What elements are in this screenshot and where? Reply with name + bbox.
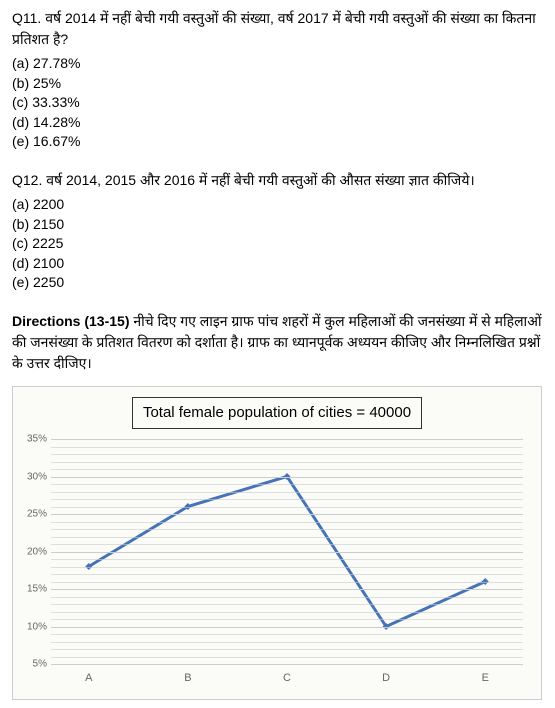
- y-axis-label: 20%: [21, 544, 47, 559]
- q12-option-a: (a) 2200: [12, 195, 543, 215]
- q11-option-c: (c) 33.33%: [12, 93, 543, 113]
- grid-line-minor: [51, 454, 523, 455]
- q11-option-d: (d) 14.28%: [12, 113, 543, 133]
- q12-option-d: (d) 2100: [12, 254, 543, 274]
- y-axis-label: 10%: [21, 619, 47, 634]
- q11-options: (a) 27.78% (b) 25% (c) 33.33% (d) 14.28%…: [12, 54, 543, 152]
- grid-line-minor: [51, 559, 523, 560]
- directions-13-15: Directions (13-15) नीचे दिए गए लाइन ग्रा…: [12, 311, 543, 374]
- y-axis-label: 30%: [21, 469, 47, 484]
- chart-title: Total female population of cities = 4000…: [132, 397, 422, 430]
- y-axis-label: 35%: [21, 432, 47, 447]
- q12-option-c: (c) 2225: [12, 234, 543, 254]
- grid-line-minor: [51, 619, 523, 620]
- q11-text: Q11. वर्ष 2014 में नहीं बेची गयी वस्तुओं…: [12, 8, 543, 50]
- x-axis-label: C: [283, 670, 291, 687]
- x-axis-label: E: [482, 670, 489, 687]
- grid-line-minor: [51, 492, 523, 493]
- x-axis-label: B: [184, 670, 191, 687]
- q11-option-b: (b) 25%: [12, 74, 543, 94]
- grid-line-minor: [51, 634, 523, 635]
- directions-prefix: Directions (13-15): [12, 313, 129, 329]
- chart-title-wrapper: Total female population of cities = 4000…: [21, 397, 533, 430]
- grid-line-minor: [51, 544, 523, 545]
- grid-line-minor: [51, 537, 523, 538]
- line-chart-container: Total female population of cities = 4000…: [12, 386, 542, 701]
- grid-line-minor: [51, 522, 523, 523]
- grid-line-minor: [51, 499, 523, 500]
- chart-x-axis: A B C D E: [51, 664, 523, 684]
- grid-line-major: [51, 627, 523, 628]
- grid-line-minor: [51, 462, 523, 463]
- chart-plot-area: 5%10%15%20%25%30%35%: [51, 439, 523, 664]
- grid-line-minor: [51, 649, 523, 650]
- q12-option-e: (e) 2250: [12, 273, 543, 293]
- grid-line-major: [51, 477, 523, 478]
- grid-line-minor: [51, 469, 523, 470]
- grid-line-minor: [51, 612, 523, 613]
- question-11: Q11. वर्ष 2014 में नहीं बेची गयी वस्तुओं…: [12, 8, 543, 152]
- q12-option-b: (b) 2150: [12, 215, 543, 235]
- grid-line-minor: [51, 604, 523, 605]
- grid-line-minor: [51, 507, 523, 508]
- grid-line-minor: [51, 597, 523, 598]
- x-axis-label: A: [85, 670, 92, 687]
- y-axis-label: 5%: [21, 657, 47, 672]
- grid-line-major: [51, 439, 523, 440]
- grid-line-minor: [51, 657, 523, 658]
- grid-line-minor: [51, 582, 523, 583]
- grid-line-minor: [51, 574, 523, 575]
- grid-line-minor: [51, 642, 523, 643]
- grid-line-major: [51, 552, 523, 553]
- grid-line-minor: [51, 484, 523, 485]
- grid-line-minor: [51, 447, 523, 448]
- grid-line-major: [51, 589, 523, 590]
- y-axis-label: 15%: [21, 582, 47, 597]
- x-axis-label: D: [382, 670, 390, 687]
- grid-line-minor: [51, 567, 523, 568]
- q11-option-a: (a) 27.78%: [12, 54, 543, 74]
- q12-options: (a) 2200 (b) 2150 (c) 2225 (d) 2100 (e) …: [12, 195, 543, 293]
- y-axis-label: 25%: [21, 507, 47, 522]
- q12-text: Q12. वर्ष 2014, 2015 और 2016 में नहीं बे…: [12, 170, 543, 191]
- question-12: Q12. वर्ष 2014, 2015 और 2016 में नहीं बे…: [12, 170, 543, 293]
- grid-line-major: [51, 514, 523, 515]
- grid-line-minor: [51, 529, 523, 530]
- q11-option-e: (e) 16.67%: [12, 132, 543, 152]
